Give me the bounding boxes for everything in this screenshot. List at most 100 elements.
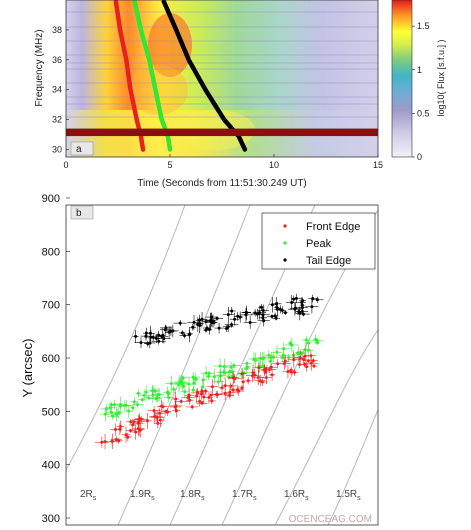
legend-marker-front bbox=[283, 224, 287, 228]
point-front-edge bbox=[283, 359, 287, 363]
point-tail-edge bbox=[253, 311, 257, 315]
point-tail-edge bbox=[162, 336, 166, 340]
point-front-edge bbox=[198, 399, 202, 403]
point-front-edge bbox=[100, 440, 104, 444]
curve-tail-edge bbox=[161, 0, 248, 152]
radius-label-subscript: s bbox=[253, 495, 257, 502]
point-front-edge bbox=[199, 392, 203, 396]
point-peak bbox=[154, 397, 158, 401]
point-tail-edge bbox=[171, 329, 175, 333]
radius-label: 2Rs bbox=[80, 489, 97, 502]
point-tail-edge bbox=[310, 305, 314, 309]
point-tail-edge bbox=[280, 308, 284, 312]
point-front-edge bbox=[286, 370, 290, 374]
point-peak bbox=[167, 396, 171, 400]
point-tail-edge bbox=[293, 307, 297, 311]
point-tail-edge bbox=[180, 331, 184, 335]
point-peak bbox=[229, 365, 233, 369]
radius-label: 1.8Rs bbox=[180, 489, 205, 502]
point-tail-edge bbox=[300, 306, 304, 310]
point-front-edge bbox=[188, 398, 192, 402]
panel-a-y-ticks: 30 32 34 36 38 bbox=[52, 25, 69, 155]
point-peak bbox=[254, 358, 258, 362]
point-peak bbox=[142, 393, 146, 397]
point-tail-edge bbox=[294, 296, 298, 300]
point-tail-edge bbox=[300, 309, 304, 313]
y-tick-label: 600 bbox=[42, 353, 60, 365]
point-tail-edge bbox=[157, 333, 161, 337]
point-peak bbox=[124, 403, 128, 407]
point-front-edge bbox=[237, 389, 241, 393]
point-front-edge bbox=[298, 363, 302, 367]
point-tail-edge bbox=[178, 321, 182, 325]
scatter-points-b bbox=[94, 293, 324, 450]
point-tail-edge bbox=[191, 325, 195, 329]
point-tail-edge bbox=[217, 326, 221, 330]
legend: Front Edge Peak Tail Edge bbox=[261, 212, 376, 270]
point-front-edge bbox=[113, 428, 117, 432]
point-tail-edge bbox=[290, 301, 294, 305]
point-peak bbox=[223, 371, 227, 375]
point-peak bbox=[183, 390, 187, 394]
x-tick-label: 10 bbox=[269, 160, 279, 170]
point-tail-edge bbox=[182, 334, 186, 338]
point-tail-edge bbox=[259, 305, 263, 309]
point-front-edge bbox=[209, 393, 213, 397]
x-tick-label: 5 bbox=[167, 160, 172, 170]
point-peak bbox=[207, 371, 211, 375]
point-peak bbox=[191, 388, 195, 392]
point-peak bbox=[103, 412, 107, 416]
series-curves-a bbox=[113, 0, 248, 152]
point-tail-edge bbox=[255, 312, 259, 316]
panel-b-tag: b bbox=[76, 208, 82, 219]
colorbar bbox=[391, 0, 413, 158]
point-peak bbox=[147, 396, 151, 400]
y-tick-label: 34 bbox=[52, 85, 62, 95]
point-front-edge bbox=[264, 367, 268, 371]
point-front-edge bbox=[210, 399, 214, 403]
point-front-edge bbox=[103, 440, 107, 444]
point-peak bbox=[216, 380, 220, 384]
radius-label: 1.5Rs bbox=[336, 489, 361, 502]
point-front-edge bbox=[264, 370, 268, 374]
point-tail-edge bbox=[248, 321, 252, 325]
point-front-edge bbox=[179, 399, 183, 403]
y-tick-label: 300 bbox=[42, 513, 60, 525]
point-front-edge bbox=[215, 392, 219, 396]
point-peak bbox=[222, 364, 226, 368]
point-peak bbox=[218, 364, 222, 368]
frequency-highlight-band bbox=[66, 128, 378, 137]
radius-label-subscript: s bbox=[151, 495, 155, 502]
point-front-edge bbox=[210, 385, 214, 389]
point-front-edge bbox=[119, 424, 123, 428]
radius-labels: 2Rs 1.9Rs 1.8Rs 1.7Rs 1.6Rs 1.5Rs bbox=[80, 489, 361, 502]
point-front-edge bbox=[200, 389, 204, 393]
curve-front-edge bbox=[113, 0, 146, 152]
point-tail-edge bbox=[233, 317, 237, 321]
point-peak bbox=[191, 375, 195, 379]
point-front-edge bbox=[174, 404, 178, 408]
panel-b-tag-box bbox=[70, 205, 94, 220]
point-peak bbox=[179, 380, 183, 384]
point-front-edge bbox=[195, 391, 199, 395]
point-peak bbox=[212, 375, 216, 379]
point-peak bbox=[169, 382, 173, 386]
point-front-edge bbox=[302, 357, 306, 361]
point-peak bbox=[275, 350, 279, 354]
radius-label-subscript: s bbox=[93, 495, 97, 502]
point-peak bbox=[144, 390, 148, 394]
point-front-edge bbox=[289, 370, 293, 374]
point-peak bbox=[290, 343, 294, 347]
point-front-edge bbox=[134, 430, 138, 434]
point-tail-edge bbox=[261, 316, 265, 320]
point-front-edge bbox=[186, 395, 190, 399]
point-tail-edge bbox=[212, 321, 216, 325]
point-peak bbox=[127, 409, 131, 413]
colorbar-tick-label: 0 bbox=[417, 152, 422, 162]
point-peak bbox=[187, 382, 191, 386]
point-tail-edge bbox=[283, 311, 287, 315]
point-tail-edge bbox=[207, 328, 211, 332]
legend-tail-edge: Tail Edge bbox=[306, 255, 351, 267]
point-peak bbox=[201, 378, 205, 382]
